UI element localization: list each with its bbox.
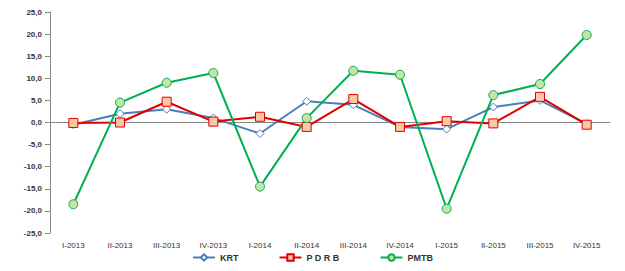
svg-text:III-2015: III-2015 [526,241,554,250]
svg-text:15,0: 15,0 [26,52,42,61]
svg-text:I-2015: I-2015 [435,241,458,250]
svg-text:5,0: 5,0 [31,96,43,105]
svg-text:III-2013: III-2013 [153,241,181,250]
svg-text:III-2014: III-2014 [340,241,368,250]
svg-text:25,0: 25,0 [26,8,42,17]
svg-text:20,0: 20,0 [26,30,42,39]
svg-text:IV-2014: IV-2014 [386,241,414,250]
svg-text:P D R B: P D R B [306,253,339,263]
svg-text:II-2015: II-2015 [481,241,506,250]
svg-text:II-2013: II-2013 [108,241,133,250]
svg-text:-10,0: -10,0 [24,162,43,171]
svg-text:0,0: 0,0 [31,118,43,127]
svg-text:IV-2015: IV-2015 [573,241,601,250]
svg-text:PMTB: PMTB [408,253,434,263]
svg-text:-20,0: -20,0 [24,206,43,215]
svg-text:IV-2013: IV-2013 [200,241,228,250]
svg-text:-25,0: -25,0 [24,229,43,238]
svg-text:I-2013: I-2013 [62,241,85,250]
svg-text:II-2014: II-2014 [294,241,319,250]
svg-text:KRT: KRT [220,253,239,263]
svg-text:-15,0: -15,0 [24,184,43,193]
svg-text:-5,0: -5,0 [28,140,42,149]
svg-text:I-2014: I-2014 [249,241,272,250]
svg-text:10,0: 10,0 [26,74,42,83]
